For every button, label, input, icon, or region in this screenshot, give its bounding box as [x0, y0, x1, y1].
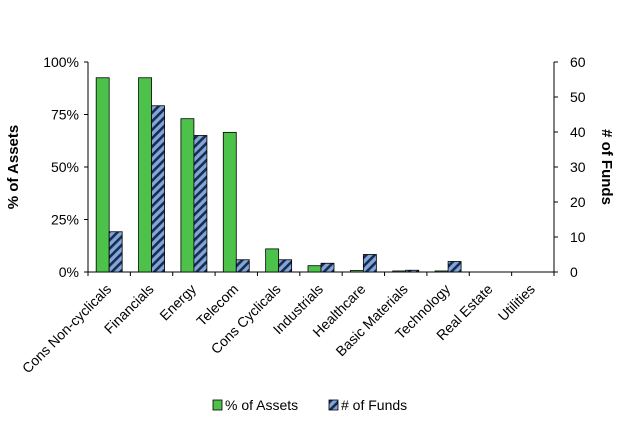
bar-funds: [320, 262, 335, 273]
right-tick-label: 40: [570, 124, 586, 140]
left-tick-label: 75%: [51, 107, 79, 123]
legend-swatch-assets: [212, 399, 223, 411]
bar-assets: [307, 265, 322, 273]
right-axis-title: # of Funds: [598, 129, 615, 205]
legend-label-assets: % of Assets: [225, 397, 298, 413]
left-tick-label: 100%: [43, 54, 79, 70]
legend-label-funds: # of Funds: [341, 397, 407, 413]
left-axis-title: % of Assets: [5, 125, 22, 209]
bar-assets: [434, 270, 449, 273]
category-label: Cons Non-cyclicals: [19, 281, 114, 376]
bar-funds: [405, 269, 420, 273]
bar-assets: [138, 77, 152, 273]
bar-assets: [349, 270, 364, 273]
left-tick-label: 50%: [51, 159, 79, 175]
legend: % of Assets # of Funds: [212, 397, 407, 413]
bar-funds: [235, 259, 250, 273]
bar-assets: [265, 248, 280, 273]
right-tick-label: 10: [570, 229, 586, 245]
bar-funds: [108, 231, 123, 273]
left-tick-label: 0%: [59, 264, 79, 280]
right-tick-label: 60: [570, 54, 586, 70]
right-tick-label: 20: [570, 194, 586, 210]
right-tick-label: 30: [570, 159, 586, 175]
bar-funds: [362, 254, 377, 273]
bar-assets: [222, 131, 237, 273]
bar-assets: [95, 77, 110, 273]
bar-funds: [278, 259, 293, 273]
right-tick-label: 50: [570, 89, 586, 105]
right-tick-label: 0: [570, 264, 578, 280]
bar-funds: [193, 135, 208, 273]
category-label: Utilities: [495, 281, 538, 324]
legend-swatch-funds: [328, 399, 339, 411]
bar-assets: [180, 118, 195, 273]
bar-funds: [151, 105, 165, 273]
bar-funds: [447, 261, 462, 273]
plot-area: 0% 25% 50% 75% 100% 0 10 20 30 40 50 60 Cons Non-cyc…: [19, 54, 586, 376]
bar-assets: [392, 270, 407, 273]
left-tick-label: 25%: [51, 212, 79, 228]
